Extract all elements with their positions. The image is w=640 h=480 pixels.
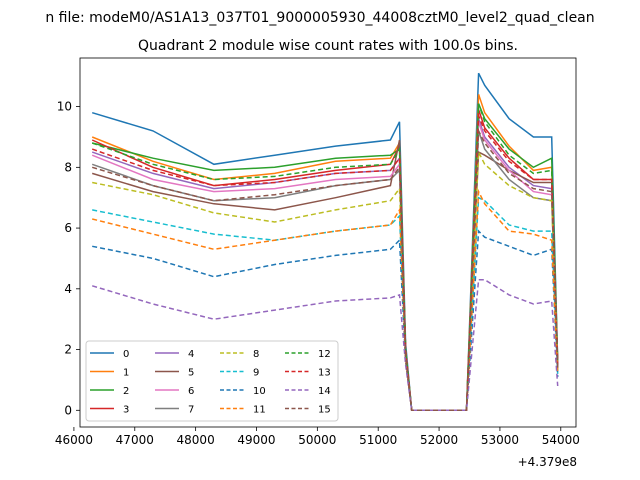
- x-tick-label: 54000: [542, 433, 580, 447]
- series-line-10: [92, 229, 559, 412]
- legend-label-4: 4: [188, 349, 194, 360]
- legend-label-7: 7: [188, 405, 194, 416]
- axes-frame: [79, 57, 577, 428]
- legend-label-1: 1: [123, 368, 129, 379]
- legend-box: [85, 340, 339, 422]
- legend-label-15: 15: [318, 405, 331, 416]
- legend-label-10: 10: [253, 386, 266, 397]
- x-tick-label: 47000: [116, 433, 154, 447]
- x-tick-label: 49000: [237, 433, 275, 447]
- y-tick-label: 8: [64, 160, 72, 174]
- legend-label-14: 14: [318, 386, 331, 397]
- x-tick-label: 53000: [481, 433, 519, 447]
- legend-label-11: 11: [253, 405, 266, 416]
- legend-label-0: 0: [123, 349, 129, 360]
- plot-area: [91, 72, 559, 412]
- series-line-15: [91, 127, 559, 412]
- series-line-13: [91, 115, 559, 412]
- x-tick-label: 46000: [55, 433, 93, 447]
- legend-label-3: 3: [123, 405, 129, 416]
- y-tick-label: 10: [57, 100, 72, 114]
- legend-label-8: 8: [253, 349, 259, 360]
- figure-suptitle: n file: modeM0/AS1A13_037T01_9000005930_…: [45, 10, 594, 26]
- series-line-14: [91, 278, 559, 412]
- y-tick-label: 4: [64, 282, 72, 296]
- x-offset-label: +4.379e8: [518, 455, 577, 469]
- x-tick-label: 51000: [359, 433, 397, 447]
- y-tick-label: 0: [64, 403, 72, 417]
- x-tick-label: 48000: [177, 433, 215, 447]
- legend-label-13: 13: [318, 368, 331, 379]
- chart-title: Quadrant 2 module wise count rates with …: [138, 38, 518, 54]
- x-tick-label: 52000: [420, 433, 458, 447]
- legend-label-6: 6: [188, 386, 194, 397]
- legend-label-9: 9: [253, 368, 259, 379]
- x-tick-label: 50000: [298, 433, 336, 447]
- legend-label-5: 5: [188, 368, 194, 379]
- y-tick-label: 2: [64, 343, 72, 357]
- axes: 46000 47000 48000 49000 50000 51000 52000 53000…: [55, 57, 580, 447]
- legend-label-2: 2: [123, 386, 129, 397]
- y-tick-label: 6: [64, 221, 72, 235]
- legend-label-12: 12: [318, 349, 331, 360]
